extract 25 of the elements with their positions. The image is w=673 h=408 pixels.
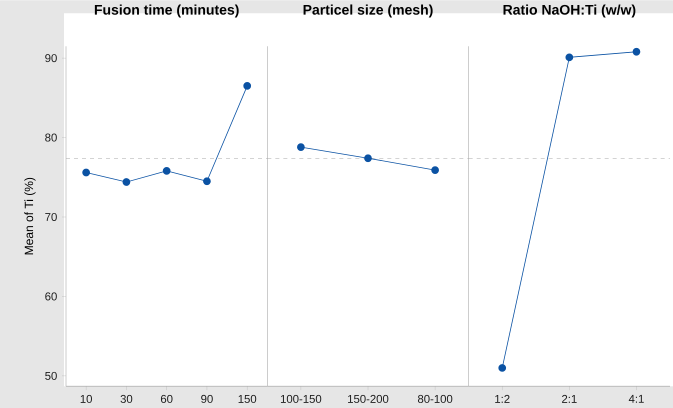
y-tick-label: 50 (45, 372, 57, 380)
point (122, 178, 130, 186)
chart-title: Ratio NaOH:Ti (w/w) (504, 4, 636, 18)
point (243, 82, 252, 90)
point (162, 166, 171, 175)
x-tick-label: 1:2 (495, 394, 510, 403)
x-tick-label: 10 (80, 394, 92, 403)
y-tick-label: 90 (45, 54, 57, 62)
point (203, 177, 211, 186)
x-tick-label: 150-200 (348, 394, 388, 403)
x-tick-label: 60 (160, 394, 173, 403)
x-tick-label: 30 (120, 394, 132, 403)
x-tick-label: 80-100 (418, 394, 452, 403)
x-tick-label: 90 (201, 394, 213, 403)
chart-title: Fusion time (minutes) (94, 4, 239, 18)
x-tick-label: 4:1 (628, 394, 644, 403)
x-tick-label: 150 (238, 394, 256, 403)
point (82, 168, 90, 176)
y-tick-label: 60 (45, 292, 57, 300)
x-tick-label: 100-150 (280, 394, 322, 403)
y-tick-label: 80 (45, 133, 57, 142)
chart-title: Particel size (mesh) (304, 4, 433, 18)
y-axis-title: Mean of Ti (%) (24, 178, 36, 254)
y-tick-label: 70 (45, 212, 57, 221)
x-tick-label: 2:1 (562, 394, 577, 403)
